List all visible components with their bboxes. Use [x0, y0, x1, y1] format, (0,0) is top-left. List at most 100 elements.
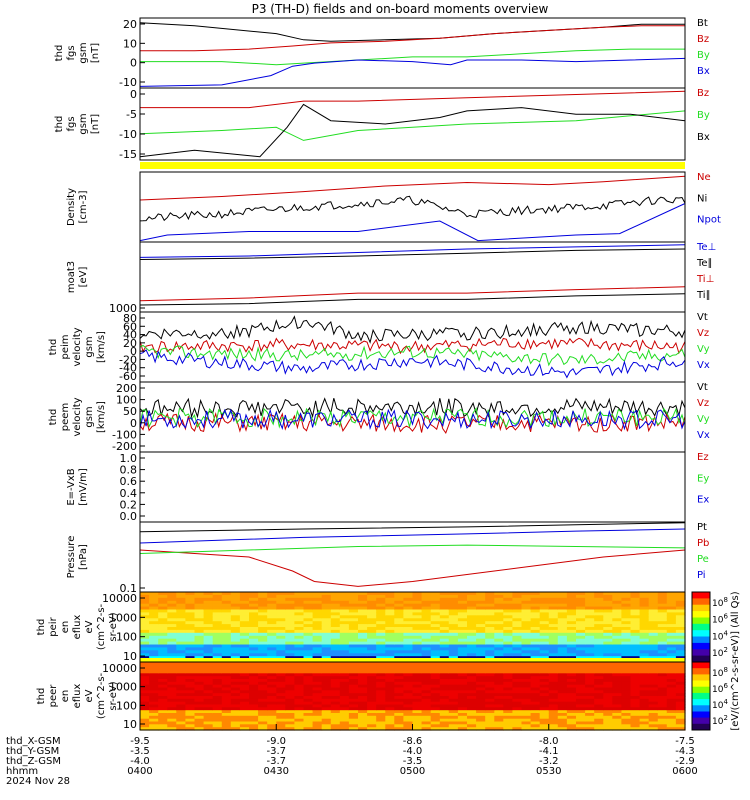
spectrogram-cell — [194, 690, 205, 694]
spectrogram-cell — [657, 644, 668, 648]
spectrogram-cell — [294, 592, 305, 596]
spectrogram-cell — [140, 670, 150, 674]
spectrogram-cell — [285, 650, 295, 654]
spectrogram-cell — [439, 710, 450, 714]
spectrogram-2 — [140, 662, 686, 731]
spectrogram-cell — [621, 632, 632, 637]
spectrogram-cell — [158, 594, 168, 599]
spectrogram-cell — [239, 647, 250, 651]
spectrogram-cell — [666, 684, 677, 689]
spectrogram-cell — [430, 707, 441, 711]
spectrogram-cell — [666, 650, 677, 654]
spectrogram-cell — [612, 600, 622, 605]
spectrogram-cell — [576, 594, 586, 599]
spectrogram-cell — [494, 704, 504, 708]
spectrogram-cell — [412, 664, 423, 669]
ylabel-line: thd — [48, 339, 59, 356]
spectrogram-cell — [657, 690, 668, 694]
spectrogram-cell — [467, 600, 477, 605]
spectrogram-cell — [576, 647, 586, 651]
spectrogram-cell — [239, 638, 250, 643]
spectrogram-cell — [167, 710, 177, 714]
spectrogram-cell — [276, 647, 286, 651]
spectrogram-cell — [158, 707, 168, 711]
spectrogram-cell — [230, 594, 241, 599]
spectrogram-cell — [530, 621, 541, 625]
spectrogram-cell — [185, 698, 196, 703]
spectrogram-cell — [439, 667, 450, 672]
spectrogram-cell — [448, 600, 459, 605]
spectrogram-cell — [348, 644, 359, 648]
spectrogram-cell — [176, 721, 186, 725]
spectrogram-cell — [485, 629, 495, 634]
spectrogram-cell — [539, 629, 550, 634]
spectrogram-cell — [612, 715, 622, 720]
spectrogram-cell — [430, 641, 441, 646]
spectrogram-cell — [303, 715, 314, 720]
spectrogram-cell — [548, 629, 559, 634]
spectrogram-cell — [303, 597, 314, 602]
spectrogram-cell — [158, 721, 168, 725]
spectrogram-cell — [612, 693, 622, 697]
spectrogram-cell — [358, 627, 368, 631]
spectrogram-cell — [203, 718, 214, 723]
spectrogram-cell — [566, 612, 577, 616]
spectrogram-cell — [330, 704, 341, 708]
spectrogram-cell — [394, 618, 404, 622]
spectrogram-cell — [212, 627, 223, 631]
spectrogram-cell — [258, 615, 268, 619]
spectrogram-cell — [403, 621, 414, 625]
spectrogram-cell — [657, 603, 668, 608]
spectrogram-cell — [467, 621, 477, 625]
spectrogram-cell — [430, 612, 441, 616]
spectrogram-cell — [476, 662, 486, 666]
spectrogram-cell — [503, 644, 513, 648]
spectrogram-cell — [630, 600, 641, 605]
spectrogram-cell — [385, 681, 395, 686]
spectrogram-cell — [149, 701, 159, 706]
spectrogram-cell — [230, 690, 241, 694]
spectrogram-cell — [239, 721, 250, 725]
spectrogram-cell — [457, 721, 468, 725]
spectrogram-cell — [566, 638, 577, 643]
spectrogram-cell — [485, 609, 495, 613]
spectrogram-cell — [385, 612, 395, 616]
spectrogram-cell — [557, 644, 568, 648]
spectrogram-cell — [585, 687, 595, 691]
spectrogram-cell — [385, 727, 395, 731]
spectrogram-cell — [585, 707, 595, 711]
spectrogram-cell — [258, 594, 268, 599]
spectrogram-cell — [285, 715, 295, 720]
spectrogram-cell — [258, 609, 268, 613]
spectrogram-cell — [358, 635, 368, 640]
spectrogram-cell — [530, 721, 541, 725]
spectrogram-cell — [612, 644, 622, 648]
spectrogram-cell — [666, 603, 677, 608]
colorbar-swatch — [692, 680, 710, 688]
spectrogram-cell — [594, 690, 604, 694]
spectrogram-cell — [294, 690, 305, 694]
spectrogram-cell — [430, 724, 441, 728]
spectrogram-cell — [239, 641, 250, 646]
spectrogram-cell — [330, 606, 341, 611]
spectrogram-cell — [294, 629, 305, 634]
spectrogram-cell — [639, 690, 650, 694]
spectrogram-cell — [548, 656, 559, 660]
spectrogram-cell — [348, 696, 359, 700]
spectrogram-cell — [185, 635, 196, 640]
spectrogram-cell — [448, 693, 459, 697]
spectrogram-cell — [312, 727, 323, 731]
spectrogram-cell — [285, 690, 295, 694]
spectrogram-cell — [548, 684, 559, 689]
spectrogram-cell — [439, 704, 450, 708]
spectrogram-cell — [457, 592, 468, 596]
spectrogram-cell — [448, 698, 459, 703]
spectrogram-cell — [330, 684, 341, 689]
spectrogram-cell — [594, 687, 604, 691]
xtick-label: -4.3 — [675, 746, 695, 757]
spectrogram-cell — [185, 696, 196, 700]
spectrogram-cell — [176, 698, 186, 703]
spectrogram-cell — [421, 624, 432, 628]
spectrogram-cell — [576, 609, 586, 613]
spectrogram-cell — [203, 603, 214, 608]
